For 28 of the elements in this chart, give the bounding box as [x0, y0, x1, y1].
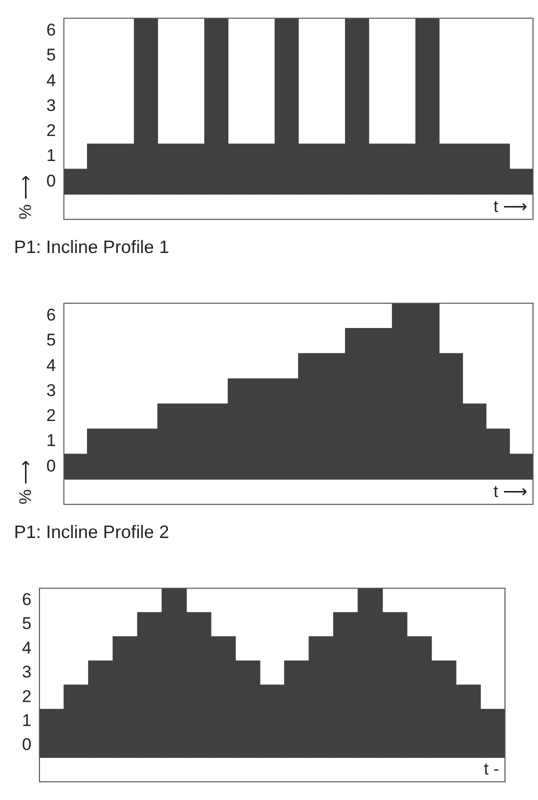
y-tick-label: 3	[46, 380, 56, 400]
y-tick-label: 2	[22, 686, 32, 706]
y-tick-label: 5	[46, 46, 56, 65]
y-tick-label: 1	[22, 710, 32, 730]
text: P1: Incline Profile 2	[14, 522, 170, 542]
y-tick-label: 6	[46, 20, 56, 40]
y-tick-label: 4	[46, 70, 56, 90]
y-tick-label: 6	[46, 305, 56, 324]
x-axis-title: t -	[484, 759, 499, 778]
y-axis-title: % ⟶	[16, 460, 35, 504]
x-axis-title: t ⟶	[494, 197, 527, 216]
y-tick-label: 5	[46, 330, 56, 350]
text: P1: Incline Profile 1	[14, 237, 170, 258]
y-tick-label: 4	[46, 356, 56, 375]
y-tick-label: 3	[22, 662, 32, 682]
x-axis-title: t ⟶	[494, 482, 527, 502]
y-tick-label: 2	[46, 406, 56, 426]
y-tick-label: 0	[46, 456, 56, 476]
y-axis-title: % ⟶	[16, 176, 35, 220]
y-tick-label: 0	[46, 171, 56, 190]
y-tick-label: 1	[46, 431, 56, 450]
y-tick-label: 5	[22, 614, 32, 634]
y-tick-label: 3	[46, 96, 56, 115]
y-tick-label: 1	[46, 146, 56, 166]
y-tick-label: 4	[22, 638, 32, 658]
y-tick-label: 6	[22, 590, 32, 609]
y-tick-label: 0	[22, 735, 32, 754]
y-tick-label: 2	[46, 121, 56, 140]
